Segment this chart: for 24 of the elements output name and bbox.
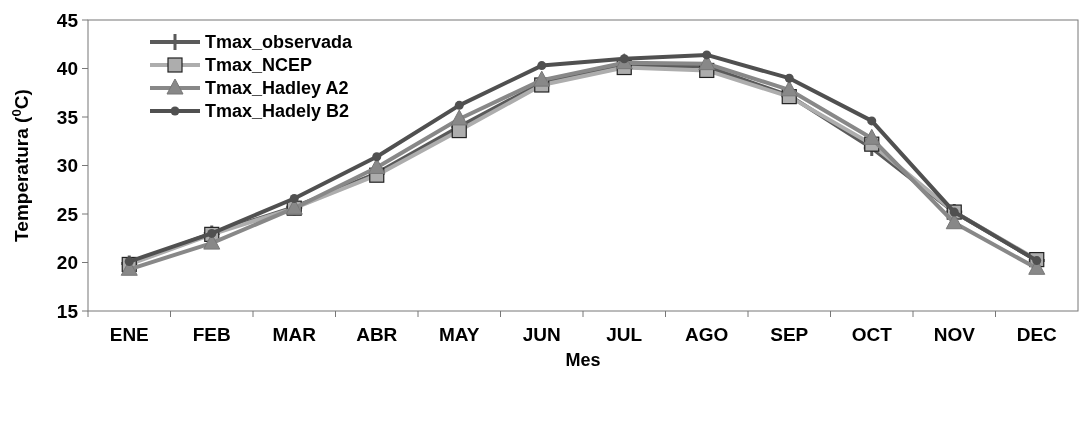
y-tick-label: 25 <box>56 203 79 225</box>
legend-label: Tmax_NCEP <box>205 55 313 76</box>
x-tick-label: JUL <box>606 324 643 345</box>
x-tick-label: MAY <box>439 324 480 345</box>
y-tick-label: 20 <box>56 252 78 274</box>
x-tick-label: MAR <box>272 324 317 345</box>
x-tick-label: DEC <box>1016 324 1058 345</box>
x-tick-label: JUN <box>522 324 561 345</box>
legend-label: Tmax_Hadely B2 <box>205 101 350 122</box>
y-tick-label: 15 <box>56 300 79 322</box>
x-tick-label: ABR <box>356 324 398 345</box>
legend-label: Tmax_observada <box>205 32 354 53</box>
y-tick-label: 45 <box>56 9 79 31</box>
y-tick-label: 35 <box>56 106 79 128</box>
x-tick-label: FEB <box>192 324 231 345</box>
y-tick-label: 40 <box>56 58 78 80</box>
x-tick-label: AGO <box>685 324 729 345</box>
y-tick-label: 30 <box>56 155 78 177</box>
x-tick-label: OCT <box>851 324 893 345</box>
x-tick-label: NOV <box>933 324 976 345</box>
x-tick-label: ENE <box>109 324 149 345</box>
x-tick-label: SEP <box>770 324 809 345</box>
x-axis-title: Mes <box>565 350 601 370</box>
legend-label: Tmax_Hadley A2 <box>205 78 349 99</box>
